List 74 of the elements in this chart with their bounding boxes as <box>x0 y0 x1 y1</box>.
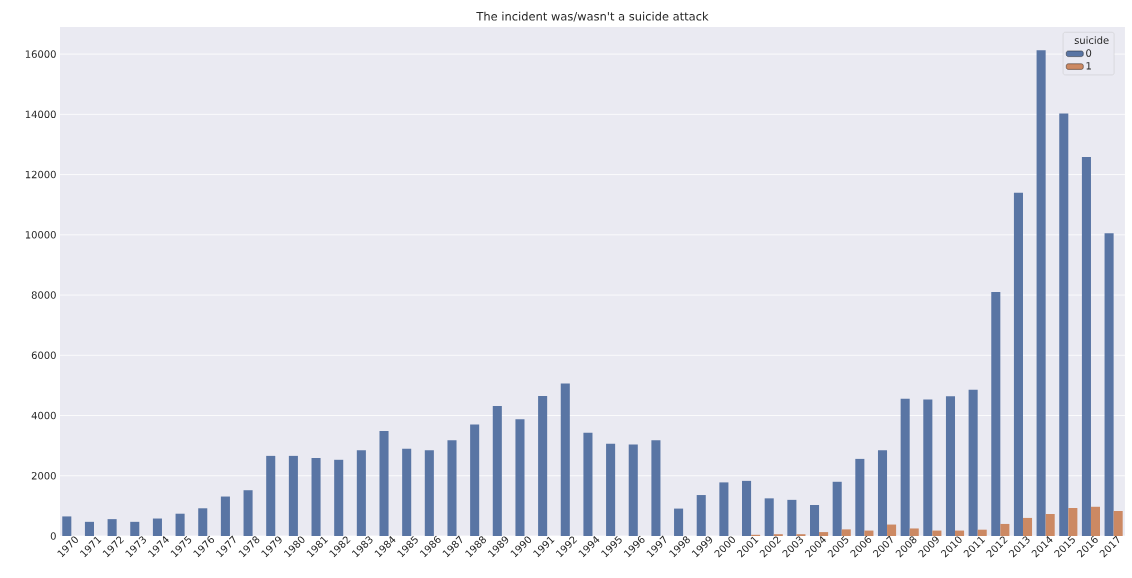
bar <box>864 530 874 536</box>
y-tick-label: 2000 <box>31 471 56 480</box>
y-tick-label: 16000 <box>25 50 56 58</box>
bar <box>583 432 593 536</box>
bar <box>1036 50 1046 536</box>
bar <box>424 450 434 536</box>
legend-label: 1 <box>1086 62 1091 70</box>
bar <box>288 455 298 536</box>
bar <box>198 508 208 536</box>
bar <box>130 521 140 536</box>
bar <box>334 459 344 536</box>
y-tick-label: 0 <box>50 532 56 540</box>
y-tick-label: 8000 <box>31 291 56 299</box>
bar <box>968 389 978 536</box>
bar <box>220 496 230 536</box>
bar <box>696 495 706 536</box>
bar <box>832 481 842 536</box>
bar <box>1068 507 1078 536</box>
bar <box>152 518 162 536</box>
bar <box>887 524 897 536</box>
bar <box>877 450 888 536</box>
bar <box>628 444 638 536</box>
bar <box>1104 233 1114 536</box>
y-tick-label: 12000 <box>25 170 56 179</box>
bar <box>841 529 851 536</box>
bar <box>1113 511 1123 536</box>
bar <box>1045 514 1055 536</box>
bar <box>1013 192 1023 536</box>
bar <box>855 458 865 536</box>
y-tick-label: 14000 <box>25 110 56 119</box>
bar <box>538 395 548 536</box>
bar <box>674 508 684 536</box>
bar <box>787 499 797 536</box>
bar <box>742 480 752 536</box>
bar <box>311 457 321 536</box>
bar <box>1081 157 1091 536</box>
bar <box>651 440 661 536</box>
bar <box>107 519 117 536</box>
bar <box>991 292 1001 536</box>
bar <box>379 430 389 536</box>
bar <box>1000 523 1010 536</box>
bar <box>810 504 820 536</box>
bar <box>955 530 965 536</box>
bar <box>62 516 72 536</box>
bar <box>764 498 774 536</box>
bar <box>977 529 987 536</box>
legend-label: 0 <box>1086 49 1092 57</box>
bar <box>560 383 570 536</box>
bar <box>492 405 502 536</box>
bar <box>1090 506 1101 536</box>
bar <box>819 532 829 536</box>
bar <box>243 490 253 536</box>
bar <box>1059 113 1069 536</box>
bar <box>266 455 276 536</box>
bar <box>402 448 412 536</box>
legend-title: suicide <box>1074 36 1109 44</box>
y-tick-label: 6000 <box>31 351 56 360</box>
bar <box>515 419 525 536</box>
bar <box>1022 517 1033 536</box>
bar <box>84 521 94 536</box>
y-tick-label: 4000 <box>31 411 56 420</box>
bar <box>175 513 185 536</box>
bar <box>945 396 956 536</box>
bar <box>909 528 919 536</box>
bar <box>606 443 616 536</box>
bar <box>932 530 942 536</box>
bar <box>900 398 910 536</box>
bar <box>923 399 933 536</box>
y-tick-label: 10000 <box>25 231 56 239</box>
bar <box>356 450 366 536</box>
chart-title: The incident was/wasn't a suicide attack <box>476 11 709 22</box>
bar <box>470 424 480 536</box>
bar <box>719 482 729 536</box>
bar <box>447 440 457 536</box>
